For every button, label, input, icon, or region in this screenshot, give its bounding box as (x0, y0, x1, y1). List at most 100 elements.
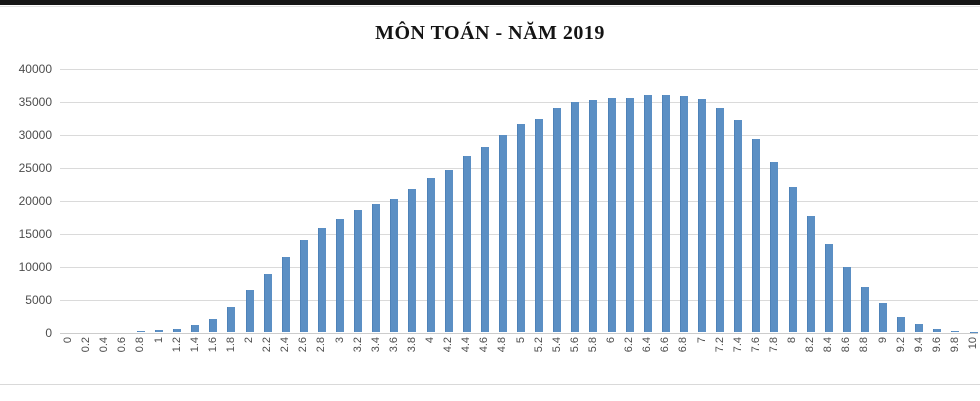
y-axis-label: 0 (45, 326, 52, 340)
bar (299, 239, 308, 332)
x-axis-label: 2.6 (297, 337, 310, 353)
bar (553, 107, 562, 332)
bar (897, 316, 906, 332)
x-axis-label: 8 (786, 337, 798, 344)
x-axis-label: 3.2 (351, 337, 364, 353)
x-axis-label: 5.4 (550, 337, 563, 353)
x-axis-label: 6.4 (641, 337, 654, 353)
bar (191, 325, 200, 332)
y-axis-label: 5000 (25, 293, 52, 307)
bar (643, 95, 652, 332)
bar (498, 135, 507, 332)
bar (661, 95, 670, 332)
bar (426, 178, 435, 332)
x-axis-label: 10 (967, 337, 979, 350)
bar (444, 170, 453, 332)
bar (354, 209, 363, 332)
bar (607, 98, 616, 332)
x-axis-label: 3.6 (387, 337, 400, 353)
x-axis-label: 7 (695, 337, 708, 344)
x-axis-label: 8.8 (858, 337, 871, 353)
x-axis-label: 1.4 (188, 337, 201, 353)
top-strip-underline (0, 6, 980, 7)
x-axis-label: 9.8 (948, 337, 961, 353)
x-axis-label: 0 (62, 337, 74, 344)
gridline (60, 333, 978, 334)
bar (336, 219, 344, 332)
x-axis-label: 8.2 (804, 337, 817, 353)
y-axis-label: 10000 (18, 260, 52, 274)
x-axis-label: 1.6 (206, 337, 219, 353)
plot-area (60, 69, 978, 334)
bar (281, 257, 290, 332)
x-axis-label: 2.4 (279, 337, 292, 353)
x-axis-label: 2.8 (315, 337, 328, 353)
x-axis-label: 8.6 (840, 337, 853, 353)
x-axis-label: 6 (605, 337, 617, 344)
x-axis-label: 6.2 (623, 337, 636, 353)
bar (517, 124, 525, 332)
x-axis-label: 2 (243, 337, 255, 344)
bar (136, 331, 145, 332)
bar (734, 120, 743, 332)
x-axis-label: 7.8 (767, 337, 780, 353)
x-axis-label: 9.6 (930, 337, 943, 353)
y-axis-label: 15000 (18, 227, 52, 241)
x-axis-label: 1 (152, 337, 165, 344)
x-axis-label: 1.8 (224, 337, 237, 353)
x-axis-label: 5 (514, 337, 527, 344)
bar (842, 266, 851, 332)
x-axis-label: 0.4 (98, 337, 111, 353)
bar (698, 99, 706, 332)
bar (625, 97, 634, 332)
y-axis-label: 20000 (18, 194, 52, 208)
bar (317, 228, 326, 332)
x-axis-label: 6.6 (659, 337, 672, 353)
bar (752, 139, 761, 332)
x-axis-label: 3.8 (405, 337, 418, 353)
bar (589, 100, 598, 332)
x-axis-label: 7.2 (713, 337, 726, 353)
bar (788, 186, 797, 332)
bar (806, 215, 815, 332)
x-axis-label: 3.4 (369, 337, 382, 353)
x-axis-label: 9.2 (894, 337, 907, 353)
x-axis-label: 0.6 (116, 337, 129, 353)
x-axis-label: 7.4 (731, 337, 744, 353)
x-axis-label: 5.8 (586, 337, 599, 353)
x-axis-label: 9.4 (912, 337, 925, 353)
x-axis-label: 6.8 (677, 337, 690, 353)
bar (915, 324, 924, 332)
bar (155, 330, 163, 332)
y-axis-label: 35000 (18, 95, 52, 109)
bar (571, 102, 580, 332)
x-axis-label: 4 (424, 337, 436, 344)
bar (770, 162, 779, 332)
bar (879, 302, 887, 332)
x-axis-label: 5.2 (532, 337, 545, 353)
bar (860, 287, 869, 332)
chart-title: MÔN TOÁN - NĂM 2019 (375, 22, 605, 44)
bar (173, 328, 182, 332)
x-axis-label: 0.2 (80, 337, 93, 353)
bar (390, 198, 399, 332)
bar (679, 96, 688, 332)
bar (716, 108, 725, 332)
bar (227, 306, 236, 332)
bar (951, 331, 960, 332)
bar (535, 118, 544, 332)
x-axis-label: 7.6 (749, 337, 762, 353)
gridline (60, 102, 978, 103)
x-axis-label: 4.6 (478, 337, 491, 353)
y-axis-label: 25000 (18, 161, 52, 175)
bar (408, 188, 417, 332)
bar (245, 290, 254, 332)
x-axis-label: 4.4 (460, 337, 473, 353)
bar (933, 329, 942, 332)
bar (372, 203, 381, 332)
bar (480, 146, 489, 332)
x-axis-label: 3 (333, 337, 346, 344)
bar (462, 156, 471, 332)
x-axis-label: 4.8 (496, 337, 509, 353)
